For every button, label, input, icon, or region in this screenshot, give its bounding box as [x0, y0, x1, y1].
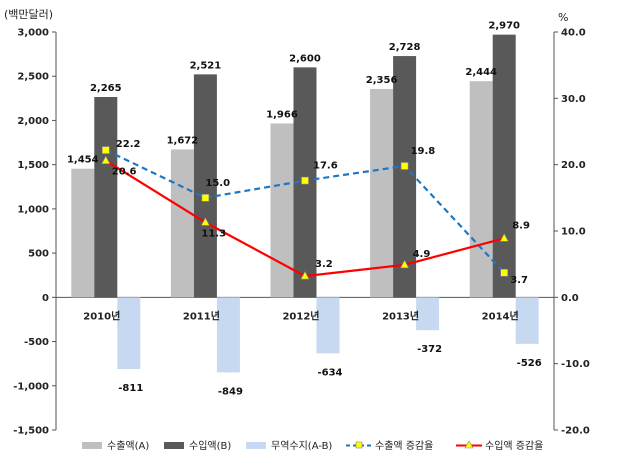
bar-value-label: 2,600 — [289, 53, 321, 64]
import-growth-marker — [300, 270, 310, 280]
x-category-label: 2012년 — [282, 309, 319, 322]
y-right-tick-label: 0.0 — [561, 293, 579, 304]
export-growth-marker — [400, 162, 409, 170]
bar-value-label: 2,265 — [90, 83, 122, 94]
y-axis-left-title: (백만달러) — [4, 8, 53, 21]
legend-marker — [355, 441, 363, 449]
y-left-tick-label: -1,500 — [13, 426, 49, 437]
import-growth-marker — [499, 233, 509, 242]
y-right-tick-label: -10.0 — [561, 359, 590, 370]
bar-value-label: 2,728 — [389, 42, 421, 53]
bar-value-label: -634 — [317, 367, 342, 378]
bar-balance — [316, 297, 340, 354]
x-category-label: 2014년 — [482, 309, 519, 322]
import-growth-marker — [400, 259, 410, 269]
export-growth-marker — [102, 146, 110, 154]
y-left-tick-label: 3,000 — [17, 28, 49, 39]
y-left-tick-label: 2,000 — [17, 116, 49, 127]
bar-value-label: -526 — [517, 358, 542, 369]
x-category-label: 2010년 — [83, 309, 120, 322]
legend-swatch — [246, 442, 266, 449]
export-growth-label: 22.2 — [116, 139, 141, 150]
legend-swatch — [82, 442, 102, 449]
bar-export — [370, 88, 394, 298]
bar-balance — [216, 297, 240, 373]
legend-label: 무역수지(A-B) — [271, 440, 332, 452]
legend-marker — [464, 440, 474, 449]
export-growth-marker — [500, 268, 509, 277]
import-growth-label: 11.3 — [201, 228, 226, 239]
bar-export — [469, 81, 493, 298]
bar-export — [170, 149, 194, 298]
bar-value-label: -372 — [417, 344, 442, 355]
import-growth-label: 8.9 — [512, 220, 530, 231]
legend-label: 수입액 증감율 — [485, 439, 543, 452]
bar-value-label: -849 — [218, 386, 243, 397]
y-left-tick-label: 500 — [28, 249, 49, 260]
import-growth-marker — [101, 155, 111, 164]
legend-label: 수출액 증감율 — [375, 440, 433, 452]
export-growth-marker — [301, 176, 309, 185]
bar-import — [94, 97, 118, 298]
bar-value-label: 1,966 — [266, 109, 298, 120]
import-growth-marker — [200, 217, 210, 226]
bar-value-label: 2,356 — [366, 75, 398, 86]
y-left-tick-label: 1,500 — [17, 160, 49, 171]
legend-label: 수출액(A) — [107, 440, 149, 452]
export-growth-label: 15.0 — [205, 178, 230, 189]
y-left-tick-label: 1,000 — [17, 204, 49, 215]
bar-value-label: 2,970 — [488, 21, 520, 32]
bar-value-label: 2,521 — [190, 60, 222, 71]
y-axis-right-title: % — [558, 11, 568, 24]
bar-value-label: 1,454 — [67, 155, 99, 166]
export-growth-label: 19.8 — [411, 146, 436, 157]
bar-balance — [416, 297, 440, 331]
y-left-tick-label: 0 — [42, 293, 49, 304]
import-growth-label: 3.2 — [315, 259, 333, 270]
legend-swatch — [164, 442, 184, 449]
bar-value-label: -811 — [118, 383, 143, 394]
legend-label: 수입액(B) — [189, 439, 231, 452]
bar-export — [71, 168, 95, 298]
y-left-tick-label: -1,000 — [13, 381, 49, 392]
export-growth-label: 17.6 — [313, 161, 338, 172]
y-left-tick-label: 2,500 — [17, 72, 49, 83]
bar-value-label: 1,672 — [167, 135, 199, 146]
bar-import — [492, 34, 516, 298]
x-category-label: 2011년 — [183, 309, 220, 322]
export-growth-label: 3.7 — [510, 275, 528, 286]
export-growth-marker — [201, 194, 210, 202]
y-right-tick-label: 20.0 — [561, 160, 586, 171]
y-left-tick-label: -500 — [24, 337, 49, 348]
y-right-tick-label: 30.0 — [561, 94, 586, 105]
bar-import — [193, 74, 217, 298]
bar-value-label: 2,444 — [465, 67, 497, 78]
x-category-label: 2013년 — [382, 309, 419, 322]
bar-export — [270, 123, 294, 298]
bar-balance — [117, 297, 141, 370]
import-growth-label: 20.6 — [112, 167, 137, 178]
bar-import — [393, 56, 417, 298]
y-right-tick-label: -20.0 — [561, 426, 590, 437]
bar-balance — [515, 297, 539, 344]
y-right-tick-label: 40.0 — [561, 28, 586, 39]
y-right-tick-label: 10.0 — [561, 227, 586, 238]
import-growth-label: 4.9 — [413, 249, 431, 260]
